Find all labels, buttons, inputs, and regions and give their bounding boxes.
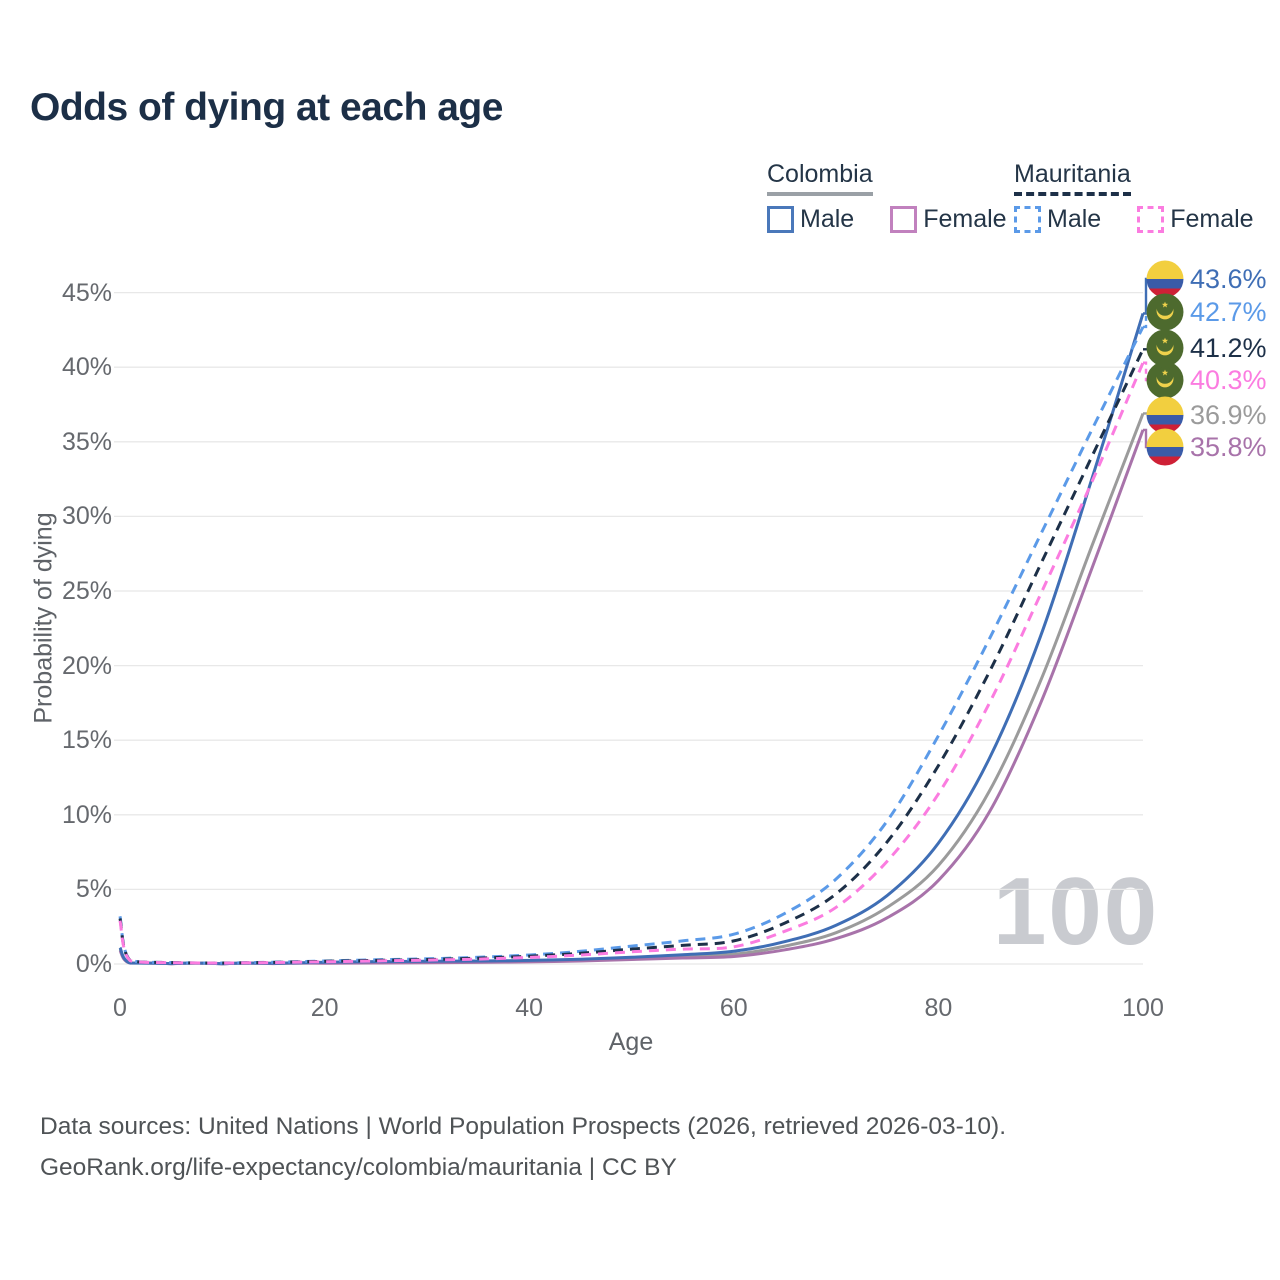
x-tick-label: 60 [719, 994, 748, 1022]
end-label-value: 36.9% [1190, 399, 1267, 430]
legend-label: Female [923, 205, 1007, 233]
legend-header-colombia[interactable]: Colombia [767, 160, 873, 196]
legend-label: Female [1170, 205, 1254, 233]
source-line-1: Data sources: United Nations | World Pop… [40, 1113, 1007, 1140]
end-label-value: 41.2% [1190, 332, 1267, 363]
y-tick-label: 15% [61, 726, 112, 755]
legend-item-colombia-female[interactable]: Female [890, 205, 1007, 234]
end-label-row: 35.8% [1146, 428, 1267, 466]
x-axis-title: Age [608, 1028, 654, 1056]
mauritania-flag-icon [1146, 361, 1184, 399]
colombia-flag-icon [1146, 260, 1184, 298]
y-tick-label: 0% [75, 950, 112, 978]
mauritania-female-swatch-icon [1137, 206, 1165, 233]
series-line-mauritania-female[interactable] [118, 362, 1145, 965]
series-line-colombia-female[interactable] [118, 429, 1145, 966]
x-tick-label: 100 [1122, 994, 1164, 1022]
data-source-note: Data sources: United Nations | World Pop… [40, 1106, 1006, 1188]
end-label-row: 36.9% [1146, 396, 1267, 434]
end-label-row: 43.6% [1146, 260, 1267, 298]
end-label-value: 40.3% [1190, 364, 1267, 395]
end-label-value: 43.6% [1190, 263, 1267, 294]
y-tick-label: 25% [61, 577, 112, 605]
x-tick-label: 80 [924, 994, 953, 1022]
legend-header-mauritania[interactable]: Mauritania [1014, 160, 1131, 196]
colombia-male-swatch-icon [767, 206, 794, 233]
legend-item-mauritania-female[interactable]: Female [1137, 205, 1254, 234]
y-tick-label: 30% [61, 502, 112, 531]
legend-item-mauritania-male[interactable]: Male [1014, 205, 1101, 234]
legend-item-colombia-male[interactable]: Male [767, 205, 854, 234]
series-line-colombia-all[interactable] [118, 412, 1145, 966]
series-line-mauritania-male[interactable] [118, 326, 1145, 965]
end-label-row: 42.7% [1146, 293, 1267, 331]
y-tick-label: 20% [61, 651, 112, 680]
y-tick-label: 45% [61, 278, 112, 307]
end-label-row: 40.3% [1146, 361, 1267, 399]
colombia-female-swatch-icon [890, 206, 918, 233]
page-title: Odds of dying at each age [30, 86, 503, 129]
end-label-value: 42.7% [1190, 296, 1267, 327]
mauritania-male-swatch-icon [1014, 206, 1041, 233]
end-label-value: 35.8% [1190, 431, 1267, 462]
x-tick-label: 0 [113, 994, 127, 1022]
watermark-age-100: 100 [993, 858, 1160, 965]
source-line-2: GeoRank.org/life-expectancy/colombia/mau… [40, 1154, 677, 1181]
colombia-flag-icon [1146, 428, 1184, 466]
x-tick-label: 20 [310, 994, 339, 1022]
y-tick-label: 35% [61, 427, 112, 456]
y-tick-label: 40% [61, 353, 112, 382]
y-tick-label: 10% [61, 800, 112, 829]
end-label-row: 41.2% [1146, 329, 1267, 367]
mauritania-flag-icon [1146, 293, 1184, 331]
mauritania-flag-icon [1146, 329, 1184, 367]
legend-group-mauritania: Mauritania Male Female [1014, 160, 1254, 234]
legend-label: Male [1047, 205, 1102, 233]
y-tick-label: 5% [75, 875, 112, 904]
legend-label: Male [800, 205, 855, 233]
legend-group-colombia: Colombia Male Female [767, 160, 1007, 234]
x-tick-label: 40 [515, 994, 544, 1022]
